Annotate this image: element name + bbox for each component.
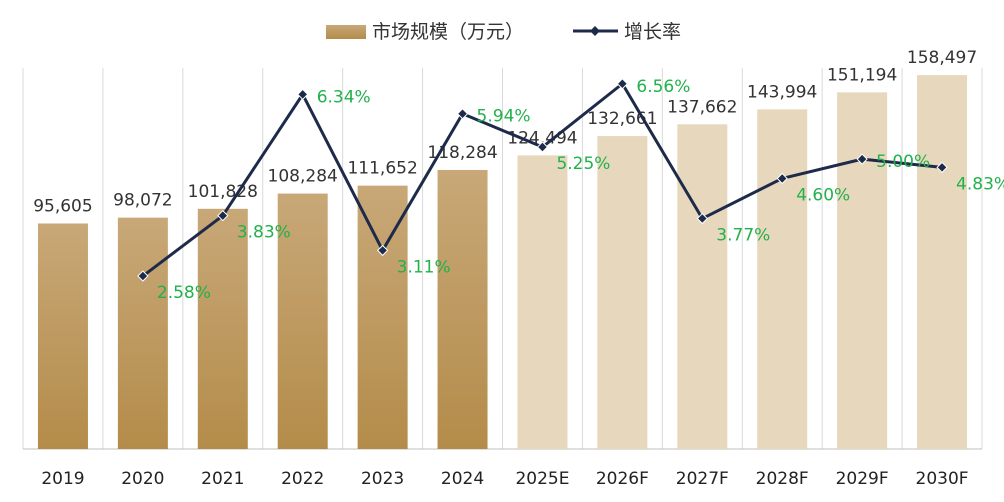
category-label: 2020 [121, 469, 164, 489]
legend-line-marker [590, 26, 600, 36]
growth-rate-label: 5.94% [477, 107, 531, 127]
bar [917, 75, 968, 449]
grid [22, 68, 983, 450]
growth-rate-label: 3.77% [716, 226, 770, 246]
bar-value-label: 143,994 [747, 82, 817, 102]
legend-line-label: 增长率 [624, 21, 681, 43]
bar [277, 193, 328, 449]
growth-rate-marker [616, 78, 629, 90]
growth-rate-label: 5.25% [556, 154, 610, 174]
bar-value-label: 101,828 [188, 182, 258, 202]
category-label: 2025E [515, 469, 569, 489]
growth-rate-marker [376, 244, 389, 257]
bars [37, 75, 968, 449]
legend: 市场规模（万元） 增长率 [326, 21, 681, 43]
bar [437, 169, 488, 449]
bar [837, 92, 888, 449]
bar [37, 223, 88, 449]
bar [117, 217, 168, 449]
legend-bar-label: 市场规模（万元） [372, 21, 524, 43]
growth-rate-marker [297, 88, 309, 101]
category-label: 2029F [836, 469, 889, 489]
bar-value-label: 151,194 [827, 65, 897, 85]
bar [597, 136, 648, 449]
bar-value-label: 158,497 [907, 48, 977, 68]
category-label: 2030F [916, 469, 969, 489]
growth-rate-marker [217, 209, 229, 222]
bar-value-label: 137,662 [667, 97, 737, 117]
category-label: 2019 [41, 469, 84, 489]
bar-value-label: 111,652 [347, 159, 417, 179]
bar [517, 155, 568, 449]
growth-rate-label: 3.11% [397, 257, 451, 277]
bar-value-label: 118,284 [427, 143, 497, 163]
growth-rate-label: 6.34% [317, 87, 371, 107]
category-label: 2024 [441, 469, 484, 489]
growth-rate-marker [456, 108, 469, 120]
growth-rate-marker [776, 172, 788, 185]
bar-labels: 95,605 98,072 101,828 108,284 111,652 118,284… [33, 48, 977, 216]
bar-value-label: 95,605 [33, 196, 92, 216]
growth-rate-marker [856, 153, 868, 165]
category-labels: 2019 2020 2021 2022 2023 2024 2025E 2026F 2027F 2… [41, 469, 968, 489]
bar [677, 124, 728, 449]
growth-rate-marker [137, 270, 149, 282]
category-label: 2022 [281, 469, 324, 489]
legend-bar-swatch [326, 25, 366, 39]
growth-rate-label: 4.60% [796, 185, 850, 205]
bar-value-label: 108,284 [268, 167, 338, 187]
growth-rate-label: 6.56% [636, 77, 690, 97]
growth-rate-marker [536, 141, 549, 153]
category-label: 2023 [361, 469, 404, 489]
rate-labels: 2.58% 3.83% 6.34% 3.11% 5.94% 5.25% 6.56% 3.77%… [157, 77, 1004, 303]
bar-value-label: 98,072 [113, 191, 172, 211]
category-label: 2028F [756, 469, 809, 489]
growth-rate-label: 3.83% [237, 223, 291, 243]
bar [197, 208, 248, 449]
bar [757, 109, 808, 449]
rate-line [137, 78, 948, 282]
category-label: 2021 [201, 469, 244, 489]
bar [357, 185, 408, 449]
growth-rate-label: 4.83% [956, 174, 1004, 194]
growth-rate-label: 5.00% [876, 152, 930, 172]
category-label: 2027F [676, 469, 729, 489]
growth-rate-marker [936, 161, 948, 173]
category-label: 2026F [596, 469, 649, 489]
growth-rate-marker [696, 212, 708, 225]
growth-rate-label: 2.58% [157, 283, 211, 303]
